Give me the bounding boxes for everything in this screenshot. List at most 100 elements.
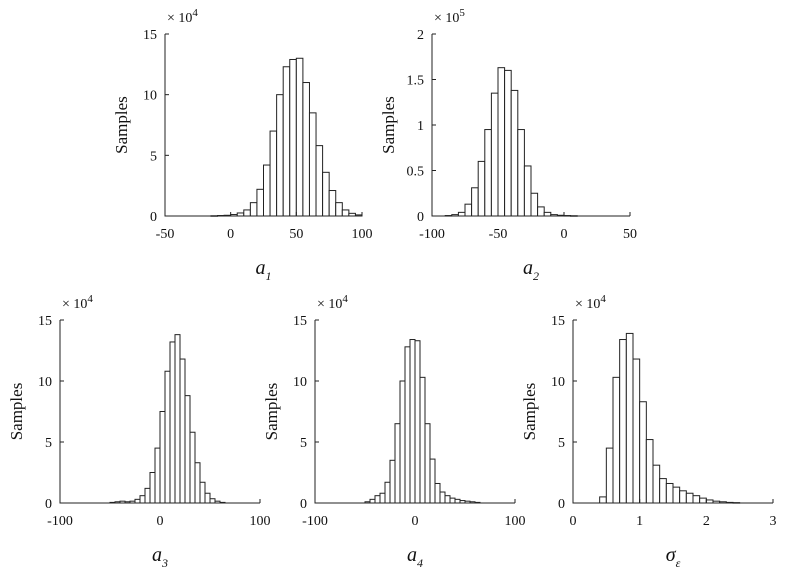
- histogram-bar: [302, 82, 310, 217]
- histogram-bar: [308, 112, 317, 217]
- histogram-bar: [439, 491, 446, 504]
- y-tick-label: 5: [45, 436, 52, 451]
- y-tick-label: 1: [417, 119, 424, 134]
- histogram-bar: [444, 495, 451, 504]
- histogram-bar: [276, 94, 284, 217]
- x-tick-label: -100: [47, 514, 73, 529]
- x-axis-label-subscript: 1: [266, 269, 272, 283]
- histogram-bar: [209, 498, 216, 504]
- x-tick-label: 0: [227, 227, 234, 242]
- histogram-bar: [179, 358, 186, 504]
- histogram-bar: [169, 341, 176, 504]
- histogram-bar: [605, 447, 614, 504]
- histogram-bar: [249, 202, 258, 217]
- x-tick-label: -50: [489, 227, 508, 242]
- histogram-bar: [256, 188, 264, 217]
- histogram-bar: [449, 497, 456, 504]
- histogram-bar: [341, 209, 350, 217]
- y-tick-label: 5: [150, 149, 157, 164]
- y-axis-label: Samples: [379, 96, 398, 154]
- histogram-bar: [379, 492, 386, 504]
- y-axis-label: Samples: [112, 96, 131, 154]
- histogram-bar: [164, 370, 171, 504]
- histogram-bar: [199, 481, 206, 504]
- y-exponent-label: × 105: [434, 7, 465, 26]
- x-axis-label: a2: [523, 257, 539, 283]
- histogram-bar: [612, 376, 621, 504]
- histogram-bar: [424, 423, 431, 504]
- x-tick-label: 0: [412, 514, 419, 529]
- histogram-bar: [174, 334, 181, 504]
- histogram-panel-5: 0 1 2 3 0 5 10 15 × 104 Samples σε: [520, 293, 777, 570]
- histogram-panel-4: -100 0 100 0 5 10 15 × 104 Samples a4: [262, 293, 526, 570]
- x-tick-label: 50: [289, 227, 303, 242]
- histogram-bar: [429, 458, 436, 504]
- histogram-bar: [194, 462, 201, 504]
- y-tick-label: 2: [417, 28, 424, 43]
- histogram-bar: [384, 481, 391, 504]
- histogram-bar: [619, 339, 627, 504]
- y-exponent-label: × 104: [62, 293, 93, 312]
- x-tick-label: 50: [623, 227, 637, 242]
- histogram-bar: [404, 346, 411, 504]
- histogram-bar: [369, 498, 376, 504]
- x-tick-label: -100: [419, 227, 445, 242]
- y-tick-label: 0: [45, 497, 52, 512]
- y-tick-label: 5: [558, 436, 565, 451]
- histogram-bar: [414, 340, 421, 504]
- x-axis-label-subscript: 2: [533, 269, 539, 283]
- histogram-bar: [652, 464, 661, 504]
- x-tick-label: 0: [157, 514, 164, 529]
- histogram-bar: [335, 202, 343, 217]
- x-tick-label: 3: [770, 514, 777, 529]
- x-tick-label: 1: [636, 514, 643, 529]
- histogram-panel-1: -50 0 50 100 0 5 10 15 × 104 Samples a1: [112, 7, 373, 283]
- histogram-bar: [399, 380, 406, 504]
- histogram-bar: [144, 487, 151, 504]
- histogram-bar: [543, 211, 552, 217]
- x-tick-label: 0: [561, 227, 568, 242]
- x-axis-label-main: a: [523, 257, 533, 279]
- x-axis-label: σε: [666, 544, 681, 570]
- y-tick-label: 15: [293, 314, 307, 329]
- histogram-bar: [457, 211, 466, 217]
- y-tick-label: 10: [293, 375, 307, 390]
- x-tick-label: 0: [570, 514, 577, 529]
- y-tick-label: 0: [417, 210, 424, 225]
- histogram-bar: [672, 486, 681, 504]
- histogram-bar: [454, 498, 461, 504]
- x-axis-label: a1: [256, 257, 272, 283]
- histogram-bar: [497, 67, 506, 217]
- histogram-bar: [204, 492, 211, 504]
- histogram-bar: [389, 459, 396, 504]
- histogram-bar: [189, 431, 196, 504]
- x-tick-label: -50: [156, 227, 175, 242]
- y-tick-label: 10: [38, 375, 52, 390]
- x-axis-label-main: σ: [666, 544, 677, 566]
- y-tick-label: 15: [38, 314, 52, 329]
- histogram-bar: [134, 498, 141, 504]
- y-exponent-label: × 104: [167, 7, 198, 26]
- histogram-bar: [659, 478, 667, 504]
- y-tick-label: 5: [300, 436, 307, 451]
- histogram-bar: [295, 57, 304, 217]
- histogram-bar: [322, 171, 330, 217]
- histogram-bar: [471, 187, 479, 217]
- histogram-bar: [409, 339, 416, 504]
- histogram-bar: [269, 130, 278, 217]
- histogram-bar: [282, 66, 291, 217]
- histogram-bar: [692, 495, 701, 504]
- histogram-bar: [289, 58, 297, 217]
- histogram-bar: [504, 69, 512, 217]
- histogram-bar: [139, 495, 146, 504]
- histogram-bar: [537, 206, 545, 217]
- x-tick-label: 100: [352, 227, 373, 242]
- x-tick-label: 2: [703, 514, 710, 529]
- y-tick-label: 15: [143, 28, 157, 43]
- histogram-bar: [632, 358, 641, 504]
- y-tick-label: 0: [300, 497, 307, 512]
- histogram-bar: [517, 129, 525, 217]
- y-tick-label: 0: [558, 497, 565, 512]
